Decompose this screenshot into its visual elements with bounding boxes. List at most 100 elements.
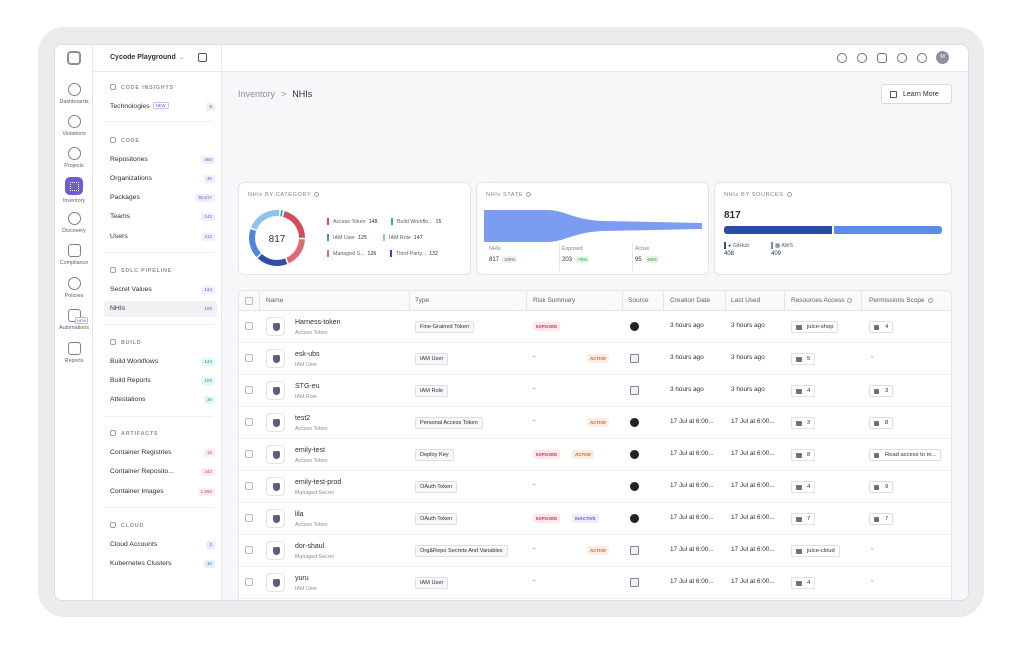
resources-chip[interactable]: 4 [791, 385, 816, 397]
rail-policies[interactable]: Policies [55, 277, 93, 299]
chevron-down-icon[interactable]: ⌄ [179, 55, 185, 61]
info-icon[interactable] [786, 192, 792, 197]
resources-chip[interactable]: juice-cloud [791, 545, 840, 557]
nav-item-container-repositories[interactable]: Container Reposito... 242 [104, 464, 217, 480]
avatar[interactable]: M [936, 51, 949, 64]
resources-chip[interactable]: 5 [791, 353, 816, 365]
row-checkbox[interactable] [245, 386, 253, 394]
info-icon[interactable] [847, 298, 853, 303]
download-icon[interactable] [857, 53, 867, 63]
column-name[interactable]: Name [266, 297, 284, 304]
nhi-name[interactable]: emily-test [295, 447, 325, 454]
table-row[interactable]: emily-test Access Token Deploy Key EXPOS… [239, 439, 951, 471]
resources-chip[interactable]: 4 [791, 577, 816, 589]
column-risk-summary[interactable]: Risk Summary [533, 297, 576, 304]
nhi-name[interactable]: yuru [295, 575, 309, 582]
nhi-name[interactable]: lila [295, 511, 304, 518]
flame-icon [67, 115, 81, 128]
nav-item-container-registries[interactable]: Container Registries 15 [104, 445, 217, 461]
nhi-name[interactable]: test2 [295, 415, 311, 422]
nav-item-attestations[interactable]: Attestations 35 [104, 392, 217, 408]
rail-automations[interactable]: NEW Automations [55, 309, 93, 331]
resources-chip[interactable]: juice-shop [791, 321, 839, 333]
resources-chip[interactable]: 8 [791, 449, 816, 461]
rail-discovery[interactable]: Discovery [55, 212, 93, 234]
table-row[interactable]: Harness-token Access Token Fine-Grained … [239, 311, 951, 343]
permissions-chip[interactable]: 3 [869, 385, 894, 397]
nav-item-nhis[interactable]: NHIs 100 [104, 301, 217, 317]
rail-inventory[interactable]: Inventory [55, 177, 93, 204]
column-source[interactable]: Source [628, 297, 649, 304]
table-row[interactable]: emily-test-prod Managed Secret OAuth Tok… [239, 471, 951, 503]
workspace-selector[interactable]: Cycode Playground [110, 54, 176, 61]
nav-item-build-reports[interactable]: Build Reports 100 [104, 373, 217, 389]
row-checkbox[interactable] [245, 514, 253, 522]
rail-dashboards[interactable]: Dashboards [55, 83, 93, 105]
nav-item-packages[interactable]: Packages 30,617 [104, 190, 217, 206]
column-creation-date[interactable]: Creation Date [670, 297, 711, 304]
nhi-name[interactable]: emily-test-prod [295, 479, 342, 486]
donut-slice-access-token[interactable] [282, 211, 305, 239]
nav-item-secret-values[interactable]: Secret Values 134 [104, 282, 217, 298]
rail-compliance[interactable]: Compliance [55, 244, 93, 266]
nav-item-cloud-accounts[interactable]: Cloud Accounts 2 [104, 537, 217, 553]
cycode-logo-icon[interactable] [67, 51, 81, 65]
permissions-chip[interactable]: 4 [869, 321, 894, 333]
breadcrumb-inventory[interactable]: Inventory [238, 89, 276, 99]
nav-item-organizations[interactable]: Organizations 35 [104, 171, 217, 187]
nav-item-container-images[interactable]: Container Images 1,990 [104, 484, 217, 500]
permissions-chip[interactable]: 9 [869, 481, 894, 493]
row-checkbox[interactable] [245, 450, 253, 458]
help-icon[interactable] [897, 53, 907, 63]
row-checkbox[interactable] [245, 482, 253, 490]
donut-slice-iam-role[interactable] [251, 210, 280, 230]
donut-slice-third-party[interactable] [257, 253, 288, 266]
table-row[interactable]: yuru IAM User IAM User - 17 Jul at 6:00.… [239, 567, 951, 599]
nav-item-kubernetes-clusters[interactable]: Kubernetes Clusters 10 [104, 556, 217, 572]
chat-icon[interactable] [877, 53, 887, 63]
row-checkbox[interactable] [245, 418, 253, 426]
row-checkbox[interactable] [245, 546, 253, 554]
resources-chip[interactable]: 4 [791, 481, 816, 493]
table-row[interactable]: lila Access Token OAuth Token EXPOSED IN… [239, 503, 951, 535]
info-icon[interactable] [927, 298, 933, 303]
select-all-checkbox[interactable] [245, 297, 253, 305]
nhi-name[interactable]: esk-ubs [295, 351, 320, 358]
learn-more-button[interactable]: Learn More [881, 84, 952, 104]
nav-item-technologies[interactable]: Technologies NEW 5 [104, 99, 217, 115]
nhi-name[interactable]: Harness-token [295, 319, 341, 326]
nav-item-build-workflows[interactable]: Build Workflows 134 [104, 354, 217, 370]
nav-item-repositories[interactable]: Repositories 460 [104, 152, 217, 168]
type-chip: OAuth Token [415, 513, 458, 525]
column-permissions-scope[interactable]: Permissions Scope [869, 297, 933, 304]
rail-reports[interactable]: Reports [55, 342, 93, 364]
permissions-chip[interactable]: Read access to m... [869, 449, 942, 461]
nhi-name[interactable]: dor-shaul [295, 543, 325, 550]
permissions-chip[interactable]: 7 [869, 513, 894, 525]
row-checkbox[interactable] [245, 354, 253, 362]
column-resources-access[interactable]: Resources Access [791, 297, 853, 304]
info-icon[interactable] [314, 192, 320, 197]
table-row[interactable]: test2 Access Token Personal Access Token… [239, 407, 951, 439]
collapse-sidebar-icon[interactable] [198, 53, 207, 62]
donut-slice-iam-user[interactable] [249, 229, 262, 258]
permissions-chip[interactable]: 8 [869, 417, 894, 429]
resources-chip[interactable]: 3 [791, 417, 816, 429]
table-row[interactable]: esk-ubs IAM User IAM User - ACTIVE 3 hou… [239, 343, 951, 375]
row-checkbox[interactable] [245, 578, 253, 586]
rail-projects[interactable]: Projects [55, 147, 93, 169]
resources-chip[interactable]: 7 [791, 513, 816, 525]
donut-slice-managed-s[interactable] [286, 238, 305, 264]
row-checkbox[interactable] [245, 322, 253, 330]
gear-icon[interactable] [917, 53, 927, 63]
info-icon[interactable] [526, 192, 532, 197]
rail-violations[interactable]: Violations [55, 115, 93, 137]
nhi-name[interactable]: STG-eu [295, 383, 320, 390]
column-last-used[interactable]: Last Used [731, 297, 761, 304]
nav-item-users[interactable]: Users 112 [104, 229, 217, 245]
bell-icon[interactable] [837, 53, 847, 63]
nav-item-teams[interactable]: Teams 142 [104, 209, 217, 225]
table-row[interactable]: dor-shaul Managed Secret Org&Repo Secret… [239, 535, 951, 567]
column-type[interactable]: Type [415, 297, 430, 304]
table-row[interactable]: STG-eu IAM Role IAM Role - 3 hours ago 3… [239, 375, 951, 407]
